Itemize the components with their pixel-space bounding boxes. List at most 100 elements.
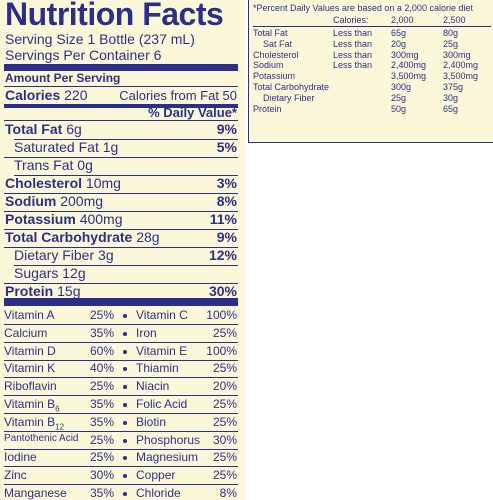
vitamin-name-left: Vitamin K <box>4 361 55 375</box>
nutrient-name: Total Fat <box>5 121 63 137</box>
divider <box>4 120 238 121</box>
nutrient-dv: 9% <box>216 121 237 137</box>
dv-2000: 300g <box>391 82 412 92</box>
bullet-icon <box>123 420 127 425</box>
vitamin-name-right: Iron <box>136 325 157 340</box>
nutrient-name: Total Carbohydrate <box>5 229 133 245</box>
vitamin-subscript: 6 <box>55 404 60 414</box>
vitamin-name-left: Calcium <box>4 326 47 340</box>
vitamin-name-right: Vitamin E <box>136 343 188 358</box>
dv-nutrient: Dietary Fiber <box>263 92 315 103</box>
divider <box>14 139 238 140</box>
divider <box>14 265 238 266</box>
calories-from-fat: Calories from Fat 50 <box>119 88 237 103</box>
vitamin-value-left: 40% <box>89 361 114 376</box>
nutrient-dv: 11% <box>209 211 237 227</box>
nutrient-amount: 12g <box>62 265 86 281</box>
nutrient-row: Protein 15g <box>5 283 80 299</box>
nutrient-amount: 200mg <box>60 193 104 209</box>
vitamin-name-left: Pantothenic Acid <box>4 433 79 444</box>
vitamin-value-left: 35% <box>89 325 114 340</box>
dv-2000: 25g <box>391 92 407 103</box>
nutrient-name: Cholesterol <box>5 175 83 191</box>
dv-2500: 375g <box>443 82 464 92</box>
bullet-icon <box>123 314 127 318</box>
nutrient-dv: 12% <box>208 247 237 263</box>
divider <box>4 247 238 248</box>
dv-2000: 3,500mg <box>391 71 427 82</box>
nutrient-row: Total Fat 6g <box>5 121 82 137</box>
dv-nutrient: Total Carbohydrate <box>253 82 330 92</box>
vitamin-name-text: Vitamin B <box>4 414 56 429</box>
nutrition-facts-panel: Nutrition Facts Serving Size 1 Bottle (2… <box>0 0 245 500</box>
vitamin-name-left: Vitamin D <box>4 344 56 358</box>
dv-2500: 80g <box>443 28 459 38</box>
serving-size: Serving Size 1 Bottle (237 mL) <box>5 31 195 47</box>
vitamin-value-right: 25% <box>212 397 237 411</box>
dv-2500: 25g <box>443 38 459 49</box>
vitamin-value-right: 25% <box>212 361 237 376</box>
divider <box>4 211 238 212</box>
nutrient-name: Potassium <box>5 211 76 227</box>
vitamin-value-left: 35% <box>89 486 114 500</box>
vitamin-name-left: Zinc <box>4 468 27 482</box>
bullet-icon <box>123 438 127 443</box>
vitamin-name-text: Vitamin D <box>4 343 56 358</box>
vitamin-name-right: Thiamin <box>136 361 179 376</box>
bullet-icon <box>123 349 127 354</box>
dv-header-label: Calories: <box>333 15 369 25</box>
vitamin-name-text: Vitamin A <box>4 308 55 322</box>
dv-nutrient: Sodium <box>253 60 284 71</box>
vitamin-value-left: 35% <box>89 397 114 411</box>
divider <box>4 448 238 450</box>
amount-per-serving: Amount Per Serving <box>5 71 121 85</box>
vitamin-name-right: Biotin <box>136 414 167 429</box>
vitamin-name-right: Chloride <box>136 486 181 500</box>
dv-nutrient: Sat Fat <box>263 38 293 49</box>
medium-divider <box>4 104 238 108</box>
vitamin-value-left: 60% <box>89 343 114 358</box>
vitamin-name-text: Calcium <box>4 325 48 340</box>
nutrient-row: Total Carbohydrate 28g <box>5 229 160 245</box>
vitamin-value-right: 100% <box>206 308 237 322</box>
dv-2000: 65g <box>391 28 407 38</box>
dv-2000: 300mg <box>391 49 419 60</box>
vitamin-value-right: 25% <box>212 468 237 483</box>
nutrient-row: Saturated Fat 1g <box>14 139 118 155</box>
vitamin-name-text: Vitamin B <box>4 397 56 411</box>
nutrient-name: Sodium <box>5 193 57 209</box>
bullet-icon <box>123 331 127 336</box>
divider <box>4 484 238 486</box>
vitamin-name-right: Magnesium <box>136 450 199 465</box>
dv-2500: 65g <box>443 103 459 114</box>
bullet-icon <box>123 367 127 372</box>
label-title: Nutrition Facts <box>5 0 224 32</box>
divider <box>4 377 238 379</box>
vitamin-name-left: Vitamin A <box>4 308 54 322</box>
divider <box>4 86 238 87</box>
dv-header-2500: 2,500 <box>443 15 466 25</box>
dv-nutrient: Total Fat <box>253 28 288 38</box>
vitamin-name-right: Phosphorus <box>136 432 201 447</box>
nutrient-name: Sugars <box>14 265 59 281</box>
dv-header-2000: 2,000 <box>391 15 414 25</box>
vitamin-name-left: Riboflavin <box>4 379 57 393</box>
vitamin-name-text: Zinc <box>4 468 27 483</box>
vitamin-value-left: 30% <box>89 468 114 483</box>
vitamin-name-left: Vitamin B12 <box>4 415 64 431</box>
nutrient-row: Sodium 200mg <box>5 193 103 209</box>
nutrient-row: Dietary Fiber 3g <box>14 247 114 263</box>
vitamin-value-right: 25% <box>212 450 237 465</box>
nutrient-dv: 3% <box>216 175 237 191</box>
vitamin-value-right: 30% <box>212 432 237 447</box>
dv-2000: 50g <box>391 103 407 114</box>
dv-qualifier: Less than <box>333 60 373 71</box>
vitamin-value-left: 25% <box>89 308 114 322</box>
vitamin-value-right: 25% <box>212 325 237 340</box>
divider <box>4 430 238 432</box>
vitamin-value-left: 25% <box>89 379 114 394</box>
dv-nutrient: Cholesterol <box>253 49 299 60</box>
thick-divider <box>4 298 238 306</box>
nutrient-name: Trans Fat <box>14 157 74 173</box>
vitamin-name-text: Manganese <box>4 486 67 500</box>
